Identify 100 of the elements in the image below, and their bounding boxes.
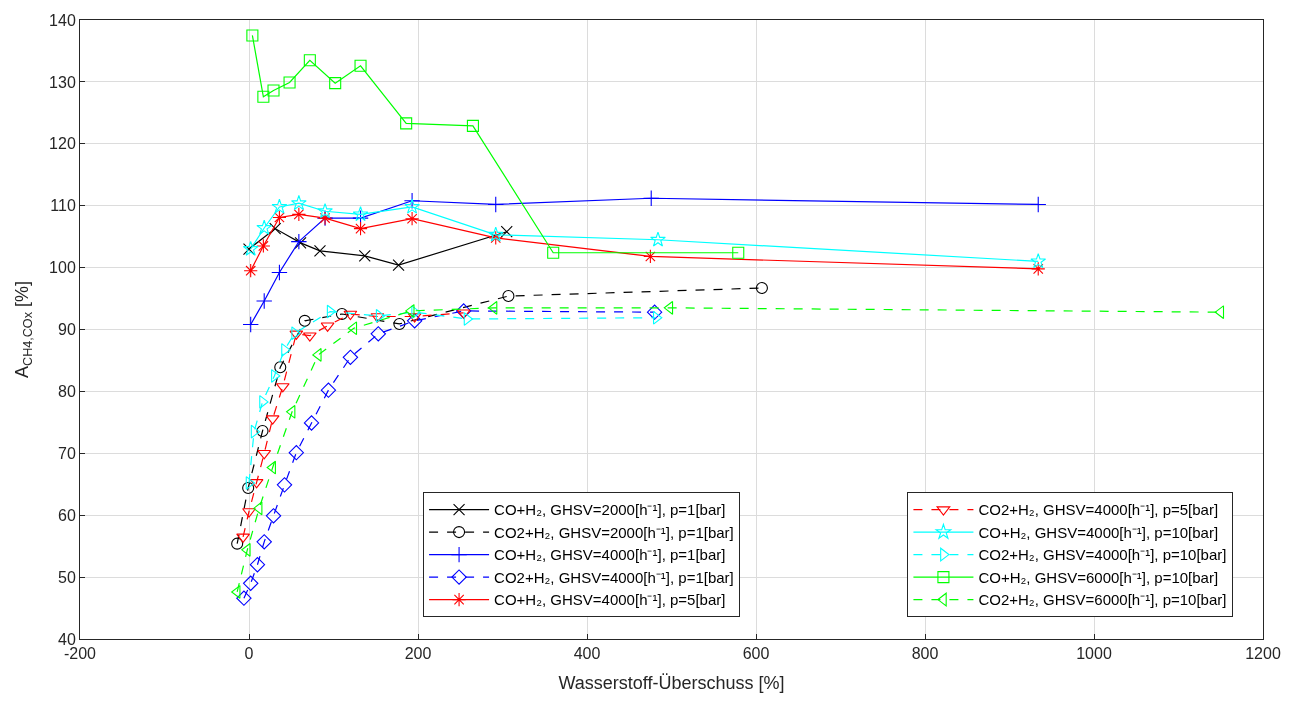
point — [242, 508, 256, 518]
y-tick-label: 60 — [58, 506, 76, 524]
y-tick-label: 70 — [58, 444, 76, 462]
point — [231, 537, 244, 550]
point — [403, 192, 421, 209]
point — [271, 198, 288, 214]
point — [500, 225, 513, 238]
point — [236, 533, 250, 543]
point — [290, 233, 308, 250]
point — [242, 575, 259, 591]
point — [352, 206, 369, 222]
point — [276, 477, 293, 493]
point — [236, 590, 252, 606]
y-tick-label: 130 — [49, 73, 76, 91]
point — [271, 264, 288, 281]
point — [354, 59, 367, 72]
point — [256, 424, 269, 438]
legend-label: CO+H₂, GHSV=4000[h⁻¹], p=10[bar] — [978, 523, 1219, 541]
point — [400, 117, 413, 130]
point — [320, 382, 337, 398]
point — [303, 54, 316, 67]
point — [1030, 253, 1047, 269]
point — [404, 198, 420, 214]
point — [335, 307, 348, 321]
point — [487, 196, 504, 213]
point — [406, 313, 423, 329]
point — [343, 310, 358, 321]
point — [271, 369, 281, 383]
point — [245, 476, 256, 490]
point — [291, 207, 307, 222]
point — [1029, 196, 1047, 213]
x-tick-label: 400 — [573, 645, 601, 663]
point — [642, 190, 660, 207]
point — [255, 292, 273, 310]
point — [246, 29, 259, 42]
legend-label: CO2+H₂, GHSV=4000[h⁻¹], p=1[bar] — [494, 568, 734, 586]
point — [274, 361, 287, 374]
point — [488, 230, 503, 246]
point — [329, 77, 342, 90]
point — [466, 119, 479, 132]
x-tick-label: 1200 — [1245, 645, 1281, 663]
point — [269, 222, 282, 235]
point — [732, 246, 745, 259]
point — [265, 508, 282, 524]
y-tick-label: 120 — [49, 135, 76, 153]
point — [392, 259, 405, 272]
point — [650, 231, 666, 247]
x-tick-label: -200 — [63, 645, 97, 663]
legend-label: CO+H₂, GHSV=6000[h⁻¹], p=10[bar] — [978, 568, 1219, 586]
point — [404, 211, 420, 226]
point — [663, 300, 674, 315]
point — [267, 84, 280, 97]
point — [1031, 261, 1046, 276]
x-axis-title: Wasserstoff-Überschuss [%] — [558, 673, 785, 694]
point — [231, 585, 241, 599]
point — [242, 481, 255, 495]
x-tick-label: 800 — [911, 645, 939, 663]
point — [288, 444, 305, 461]
point — [463, 312, 474, 326]
legend-label: CO+H₂, GHSV=2000[h⁻¹], p=1[bar] — [494, 501, 726, 519]
y-tick-label: 110 — [50, 197, 76, 215]
point — [643, 249, 658, 264]
legend-label: CO2+H₂, GHSV=2000[h⁻¹], p=1[bar] — [494, 523, 734, 541]
point — [242, 316, 259, 333]
legend-label: CO2+H₂, GHSV=4000[h⁻¹], p=5[bar] — [978, 501, 1219, 519]
point — [370, 326, 386, 342]
point — [257, 90, 270, 103]
point — [652, 310, 663, 325]
point — [326, 304, 337, 319]
legend-label: CO2+H₂, GHSV=4000[h⁻¹], p=10[bar] — [978, 546, 1227, 564]
point — [281, 343, 291, 357]
y-tick-label: 140 — [49, 11, 76, 29]
point — [342, 349, 359, 366]
point — [259, 395, 269, 409]
point — [250, 424, 261, 439]
legend-label: CO2+H₂, GHSV=6000[h⁻¹], p=10[bar] — [978, 591, 1227, 609]
point — [243, 263, 258, 278]
point — [249, 557, 266, 573]
point — [1214, 305, 1225, 320]
point — [347, 321, 358, 336]
point — [755, 281, 768, 295]
x-tick-label: 0 — [244, 645, 254, 663]
point — [313, 244, 327, 257]
x-tick-label: 200 — [404, 645, 432, 663]
point — [502, 290, 515, 303]
point — [358, 249, 371, 262]
point — [487, 226, 504, 242]
legend-label: CO+H₂, GHSV=4000[h⁻¹], p=1[bar] — [494, 546, 726, 564]
point — [393, 317, 406, 330]
y-tick-label: 50 — [58, 568, 76, 586]
point — [256, 219, 273, 235]
point — [303, 415, 320, 431]
y-tick-label: 40 — [58, 630, 76, 648]
x-tick-label: 1000 — [1076, 645, 1112, 663]
point — [272, 210, 287, 225]
point — [256, 238, 271, 254]
y-tick-label: 90 — [58, 321, 76, 339]
point — [298, 314, 311, 327]
point — [294, 236, 307, 249]
point — [290, 194, 307, 210]
